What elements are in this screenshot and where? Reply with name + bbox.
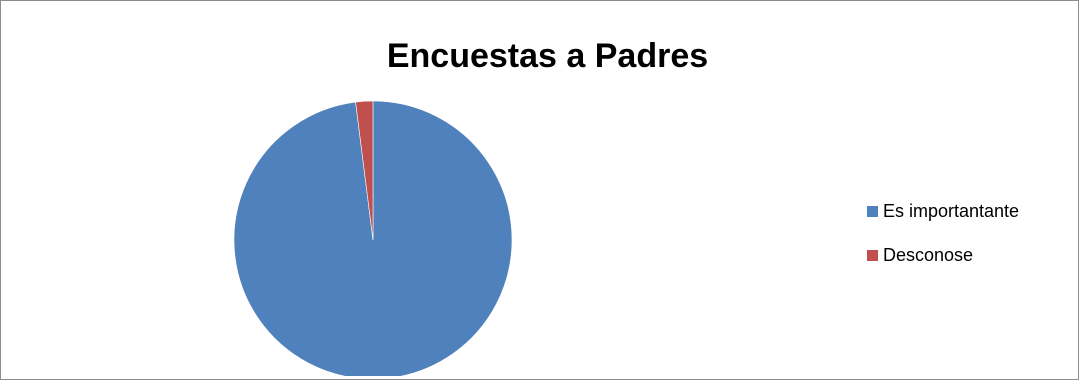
legend-swatch	[867, 249, 878, 261]
legend-swatch	[867, 205, 878, 217]
legend-label: Es importantante	[883, 200, 1020, 221]
chart-title: Encuestas a Padres	[386, 37, 709, 75]
chart-legend: Es importantante Desconose	[867, 201, 1019, 289]
legend-item: Desconose	[867, 245, 1019, 265]
legend-label: Desconose	[883, 244, 974, 265]
legend-item: Es importantante	[867, 201, 1019, 221]
pie-slice-es-importantante	[233, 100, 513, 376]
pie-slice-desconose	[355, 100, 374, 241]
